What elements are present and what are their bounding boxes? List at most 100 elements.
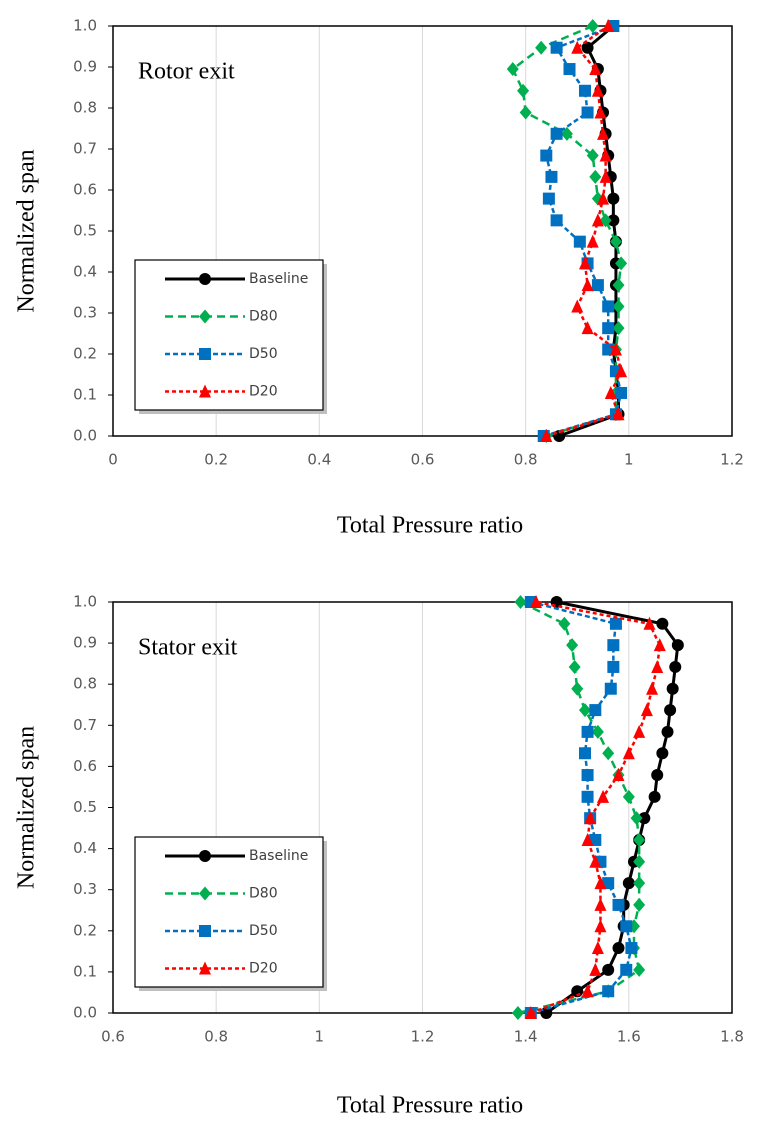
data-point [584, 811, 597, 825]
data-point [571, 681, 584, 696]
data-point [566, 638, 579, 653]
data-point [560, 126, 573, 141]
y-axis-title: Normalized span [14, 726, 40, 889]
data-point [620, 963, 633, 976]
data-point [653, 638, 666, 652]
legend-marker [199, 384, 211, 398]
data-point [604, 682, 617, 695]
y-axis-title: Normalized span [14, 149, 40, 312]
data-point [581, 984, 594, 998]
data-point [622, 746, 635, 760]
data-point [506, 62, 519, 77]
data-point [581, 321, 594, 335]
data-point [514, 595, 527, 609]
data-point [586, 148, 599, 163]
x-tick-label: 1.8 [720, 1028, 744, 1046]
data-point [581, 278, 594, 292]
data-point [633, 962, 646, 977]
legend-label: Baseline [249, 271, 308, 287]
data-point [540, 429, 553, 442]
x-axis-title: Total Pressure ratio [337, 513, 523, 539]
data-point [656, 747, 669, 760]
data-point [589, 854, 602, 868]
data-point [609, 342, 622, 356]
data-point [646, 681, 659, 695]
data-point [581, 790, 594, 803]
data-point [615, 364, 628, 378]
data-point [578, 84, 591, 97]
data-point [511, 1006, 524, 1020]
annotation: Stator exit [138, 635, 238, 661]
data-point [550, 41, 563, 54]
data-point [589, 962, 602, 976]
y-tick-label: 0.0 [73, 1004, 97, 1022]
y-tick-label: 0.2 [73, 345, 97, 363]
data-point [602, 877, 615, 890]
x-tick-label: 1.2 [411, 1028, 435, 1046]
x-tick-label: 0.8 [204, 1028, 228, 1046]
y-tick-label: 0.0 [73, 427, 97, 445]
legend-label: D50 [249, 346, 278, 362]
x-tick-label: 1.2 [720, 451, 744, 469]
data-point [666, 682, 679, 695]
legend-marker [199, 850, 211, 862]
data-point [591, 213, 604, 227]
x-tick-label: 0.4 [307, 451, 331, 469]
y-tick-label: 0.3 [73, 304, 97, 322]
data-point [589, 62, 602, 76]
data-point [535, 40, 548, 55]
data-point [581, 832, 594, 846]
data-point [661, 725, 674, 738]
data-point [563, 63, 576, 76]
legend-marker [199, 309, 211, 324]
x-axis-title: Total Pressure ratio [337, 1093, 523, 1119]
y-tick-label: 0.3 [73, 880, 97, 898]
data-point [612, 321, 625, 336]
x-tick-label: 1.4 [514, 1028, 538, 1046]
data-point [633, 876, 646, 891]
data-point [602, 19, 615, 32]
data-point [517, 83, 530, 98]
data-point [607, 639, 620, 652]
legend-label: D80 [249, 309, 278, 325]
data-point [568, 659, 581, 674]
data-point [615, 386, 628, 399]
x-tick-label: 0.8 [514, 451, 538, 469]
data-point [573, 235, 586, 248]
y-tick-label: 0.1 [73, 962, 97, 980]
y-tick-label: 0.5 [73, 798, 97, 816]
data-point [594, 919, 607, 933]
y-tick-label: 1.0 [73, 593, 97, 611]
data-point [630, 811, 643, 826]
data-point [591, 83, 604, 97]
data-point [581, 41, 594, 54]
x-tick-label: 0 [108, 451, 118, 469]
data-point [620, 920, 633, 933]
y-tick-label: 0.7 [73, 140, 97, 158]
data-point [550, 127, 563, 140]
data-point [609, 234, 622, 249]
y-tick-label: 1.0 [73, 17, 97, 35]
y-tick-label: 0.4 [73, 263, 97, 281]
data-point [581, 769, 594, 782]
y-tick-label: 0.8 [73, 675, 97, 693]
y-tick-label: 0.7 [73, 716, 97, 734]
data-point [640, 703, 653, 717]
data-point [612, 299, 625, 314]
data-point [612, 898, 625, 911]
y-tick-label: 0.2 [73, 921, 97, 939]
data-point [609, 617, 622, 630]
plot-frame [112, 601, 733, 1014]
x-tick-label: 1 [315, 1028, 325, 1046]
data-point [615, 256, 628, 271]
y-tick-label: 0.4 [73, 839, 97, 857]
legend: Baseline D80 D50 D20 [134, 836, 327, 991]
data-point [586, 19, 599, 33]
y-tick-label: 0.6 [73, 181, 97, 199]
data-point [612, 278, 625, 293]
data-point [594, 876, 607, 890]
data-point [671, 639, 684, 652]
data-point [643, 616, 656, 630]
data-point [664, 704, 677, 717]
data-point [607, 214, 620, 227]
